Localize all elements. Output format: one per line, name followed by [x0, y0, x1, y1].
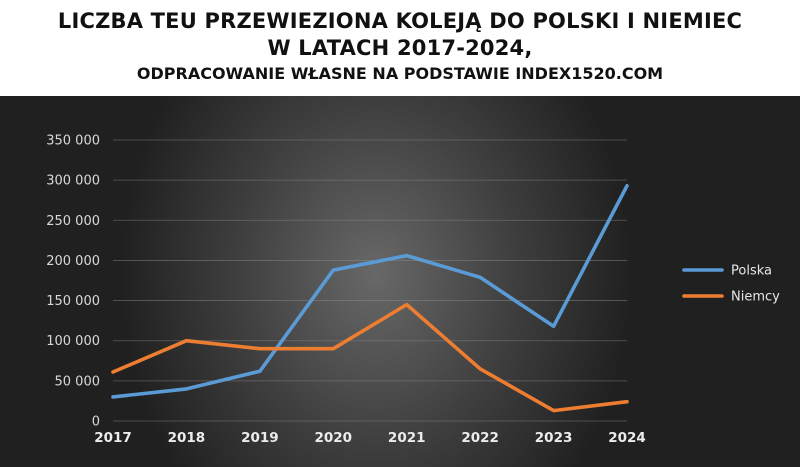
y-tick-label: 350 000	[46, 134, 100, 149]
chart-subtitle: ODPRACOWANIE WŁASNE NA PODSTAWIE INDEX15…	[136, 64, 664, 83]
legend-label: Polska	[731, 264, 772, 279]
y-tick-label: 50 000	[55, 374, 101, 389]
x-tick-label: 2018	[168, 430, 206, 446]
y-tick-label: 100 000	[46, 334, 100, 349]
x-tick-label: 2019	[241, 430, 279, 446]
y-tick-label: 150 000	[46, 294, 100, 309]
y-tick-label: 250 000	[46, 214, 100, 229]
x-tick-label: 2020	[314, 430, 352, 446]
y-tick-label: 0	[92, 415, 100, 430]
series-line-polska	[111, 184, 629, 399]
x-tick-label: 2021	[388, 430, 426, 446]
legend-label: Niemcy	[731, 290, 780, 305]
y-tick-label: 300 000	[46, 174, 100, 189]
x-tick-label: 2024	[608, 430, 646, 446]
chart-title: LICZBA TEU PRZEWIEZIONA KOLEJĄ DO POLSKI…	[57, 9, 743, 60]
x-tick-label: 2023	[535, 430, 573, 446]
y-tick-label: 200 000	[46, 254, 100, 269]
x-tick-label: 2022	[461, 430, 499, 446]
chart-header: LICZBA TEU PRZEWIEZIONA KOLEJĄ DO POLSKI…	[0, 0, 800, 96]
series-line-niemcy	[111, 302, 629, 413]
x-tick-label: 2017	[94, 430, 132, 446]
plot-area: 0 50 000 100 000 150 000 200 000 250 000 300 0…	[0, 96, 800, 467]
line-chart: 0 50 000 100 000 150 000 200 000 250 000 300 0…	[46, 134, 780, 447]
